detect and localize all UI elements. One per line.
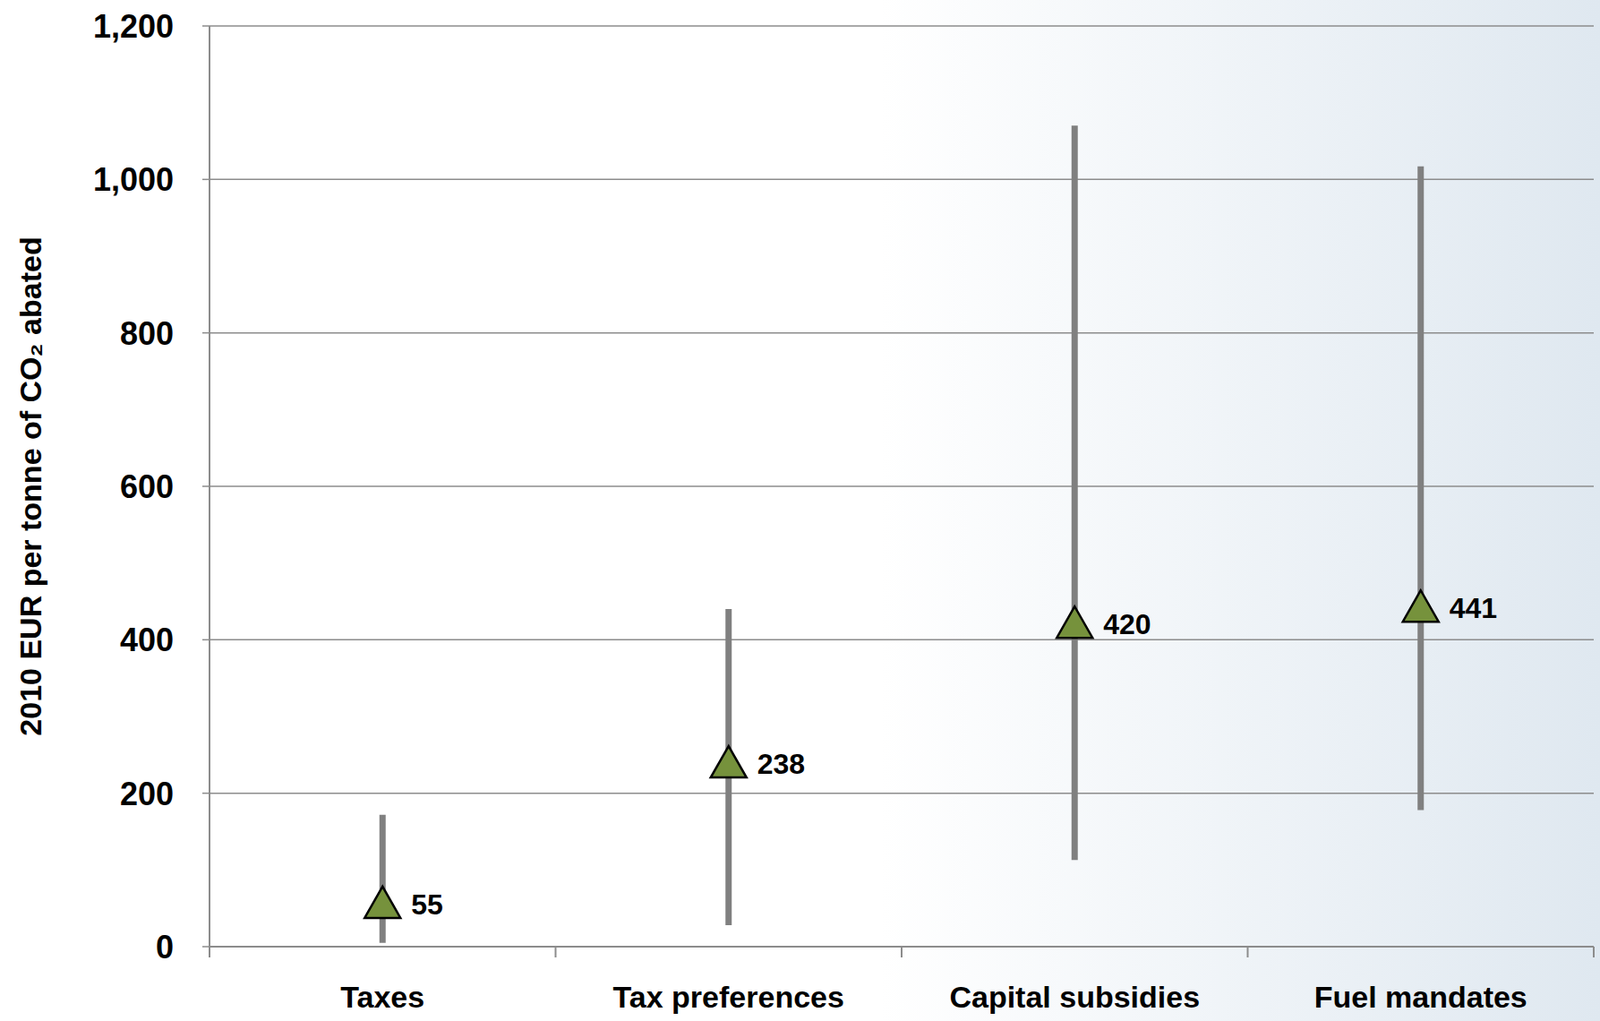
y-axis [208, 25, 211, 947]
background [0, 0, 1600, 1021]
data-label: 55 [410, 888, 444, 921]
y-tick [202, 332, 210, 334]
x-tick-label: Taxes [340, 979, 425, 1014]
y-tick [202, 485, 210, 488]
y-tick-label: 600 [119, 468, 174, 505]
grid-line [209, 25, 1594, 27]
y-tick [202, 25, 210, 27]
y-tick-label: 200 [119, 775, 174, 813]
y-tick [202, 179, 210, 181]
y-tick [202, 792, 210, 795]
x-tick [208, 946, 211, 958]
x-tick [900, 946, 903, 958]
y-axis-title: 2010 EUR per tonne of CO₂ abated [13, 236, 48, 736]
grid-line [209, 485, 1594, 488]
point-marker [364, 886, 401, 918]
y-tick-label: 0 [155, 928, 174, 966]
y-tick-label: 1,200 [93, 8, 174, 45]
grid-line [209, 179, 1594, 181]
x-tick-label: Tax preferences [613, 979, 845, 1014]
chart-svg: 0 200 400 600 800 1,000 1,200 2010 EUR per tonn… [0, 0, 1600, 1021]
x-tick-label: Capital subsidies [949, 979, 1200, 1014]
point-marker [1056, 606, 1093, 638]
grid-line [209, 332, 1594, 334]
y-tick [202, 945, 210, 948]
point-marker [710, 745, 747, 778]
grid-line [209, 792, 1594, 795]
point-marker [1403, 590, 1439, 622]
x-tick [1247, 946, 1250, 958]
range-bar [1071, 125, 1079, 860]
x-tick [555, 946, 557, 958]
data-label: 238 [757, 747, 805, 780]
data-label: 441 [1449, 591, 1498, 625]
y-tick-label: 1,000 [93, 161, 174, 198]
chart-root: 0 200 400 600 800 1,000 1,200 2010 EUR per tonn… [0, 0, 1600, 1021]
marks [364, 125, 1439, 942]
range-bar [1417, 166, 1424, 811]
grid-line [209, 639, 1594, 642]
range-bar [379, 814, 386, 943]
data-label: 420 [1103, 607, 1151, 641]
y-tick [202, 639, 210, 642]
x-tick-label: Fuel mandates [1314, 979, 1528, 1014]
x-tick [1592, 946, 1595, 958]
y-tick-label: 400 [119, 621, 174, 659]
y-tick-label: 800 [119, 315, 174, 352]
